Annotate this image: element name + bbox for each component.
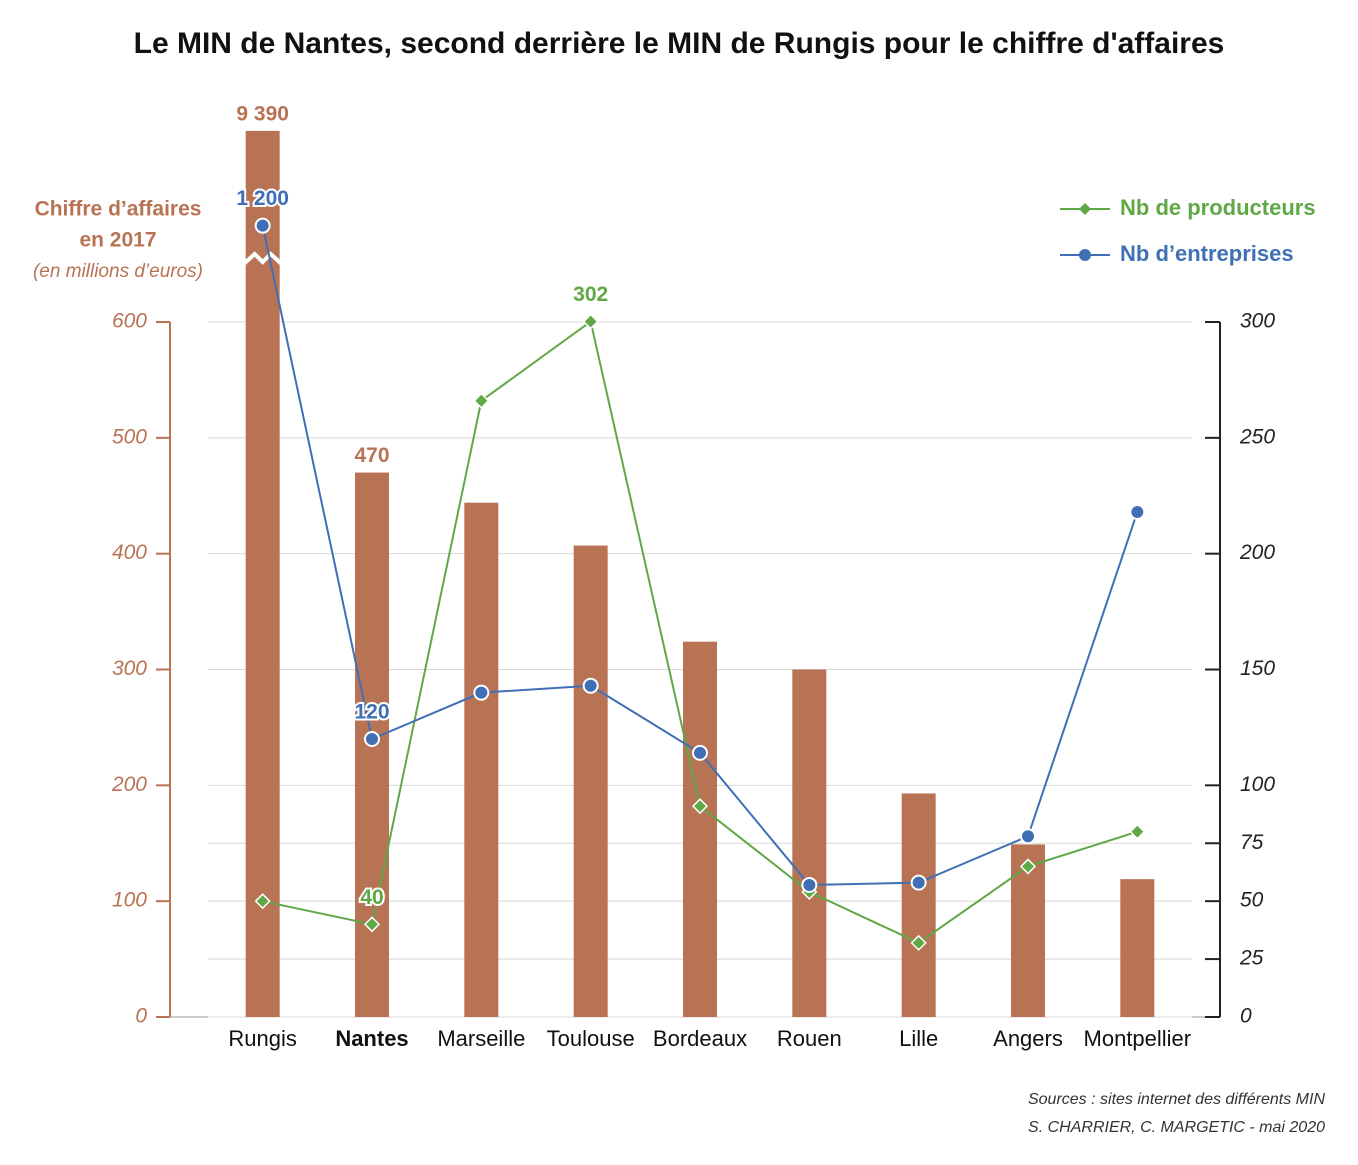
bar xyxy=(464,502,499,1017)
y2-tick-label: 25 xyxy=(1239,947,1264,970)
chart-title: Le MIN de Nantes, second derrière le MIN… xyxy=(134,27,1225,60)
y2-tick-label: 250 xyxy=(1239,425,1275,448)
value-label: 40 xyxy=(360,886,383,909)
legend-marker xyxy=(1079,249,1091,261)
point xyxy=(691,798,709,815)
point xyxy=(254,893,271,910)
x-tick-label: Lille xyxy=(899,1026,938,1051)
x-tick-label: Nantes xyxy=(335,1026,408,1051)
y2-tick-label: 150 xyxy=(1240,657,1275,680)
axis-break xyxy=(242,251,284,266)
x-tick-label: Marseille xyxy=(437,1026,525,1051)
y-tick-label: 600 xyxy=(112,310,147,333)
value-label: 120 xyxy=(354,701,389,724)
point xyxy=(473,684,490,701)
point xyxy=(910,874,927,891)
bar xyxy=(792,669,827,1017)
legend-label: Nb d’entreprises xyxy=(1120,241,1294,266)
bar xyxy=(683,641,717,1017)
value-label: 302 xyxy=(573,283,608,306)
bar xyxy=(573,545,608,1017)
point xyxy=(363,916,381,933)
x-tick-label: Montpellier xyxy=(1084,1026,1192,1051)
point xyxy=(254,217,271,234)
point xyxy=(801,876,818,893)
value-label: 470 xyxy=(354,444,389,467)
legend-marker xyxy=(1079,203,1091,215)
point xyxy=(1129,503,1146,520)
x-tick-label: Toulouse xyxy=(547,1026,635,1051)
y2-tick-label: 50 xyxy=(1240,889,1264,912)
bar xyxy=(1120,879,1155,1017)
y-tick-label: 200 xyxy=(111,773,147,796)
y-axis-note: (en millions d’euros) xyxy=(33,261,203,282)
value-label: 9 390 xyxy=(236,102,289,125)
x-tick-label: Rouen xyxy=(777,1026,842,1051)
point xyxy=(364,731,380,747)
point xyxy=(582,677,599,694)
point xyxy=(582,313,599,330)
source: S. CHARRIER, C. MARGETIC - mai 2020 xyxy=(1028,1119,1325,1136)
y-tick-label: 300 xyxy=(112,657,147,680)
y2-tick-label: 300 xyxy=(1240,310,1275,333)
x-tick-label: Angers xyxy=(993,1026,1063,1051)
y-tick-label: 0 xyxy=(135,1005,147,1028)
y-axis-title: Chiffre d’affaires xyxy=(35,198,202,221)
y-tick-label: 500 xyxy=(112,425,147,448)
point xyxy=(473,392,490,409)
point xyxy=(1129,823,1146,840)
y2-tick-label: 75 xyxy=(1240,831,1264,854)
y-tick-label: 400 xyxy=(112,541,147,564)
y2-tick-label: 0 xyxy=(1240,1005,1252,1028)
point xyxy=(692,744,708,761)
value-label: 1 200 xyxy=(236,187,289,210)
y-axis-title: en 2017 xyxy=(79,229,156,252)
y2-tick-label: 200 xyxy=(1239,541,1275,564)
source: Sources : sites internet des différents … xyxy=(1028,1091,1325,1108)
legend-label: Nb de producteurs xyxy=(1120,195,1316,220)
y-tick-label: 100 xyxy=(112,889,147,912)
point xyxy=(1020,828,1036,845)
x-tick-label: Bordeaux xyxy=(653,1026,747,1051)
point xyxy=(1019,858,1037,875)
x-tick-label: Rungis xyxy=(228,1026,296,1051)
bar xyxy=(901,793,936,1017)
y2-tick-label: 100 xyxy=(1240,773,1275,796)
point xyxy=(910,934,927,951)
